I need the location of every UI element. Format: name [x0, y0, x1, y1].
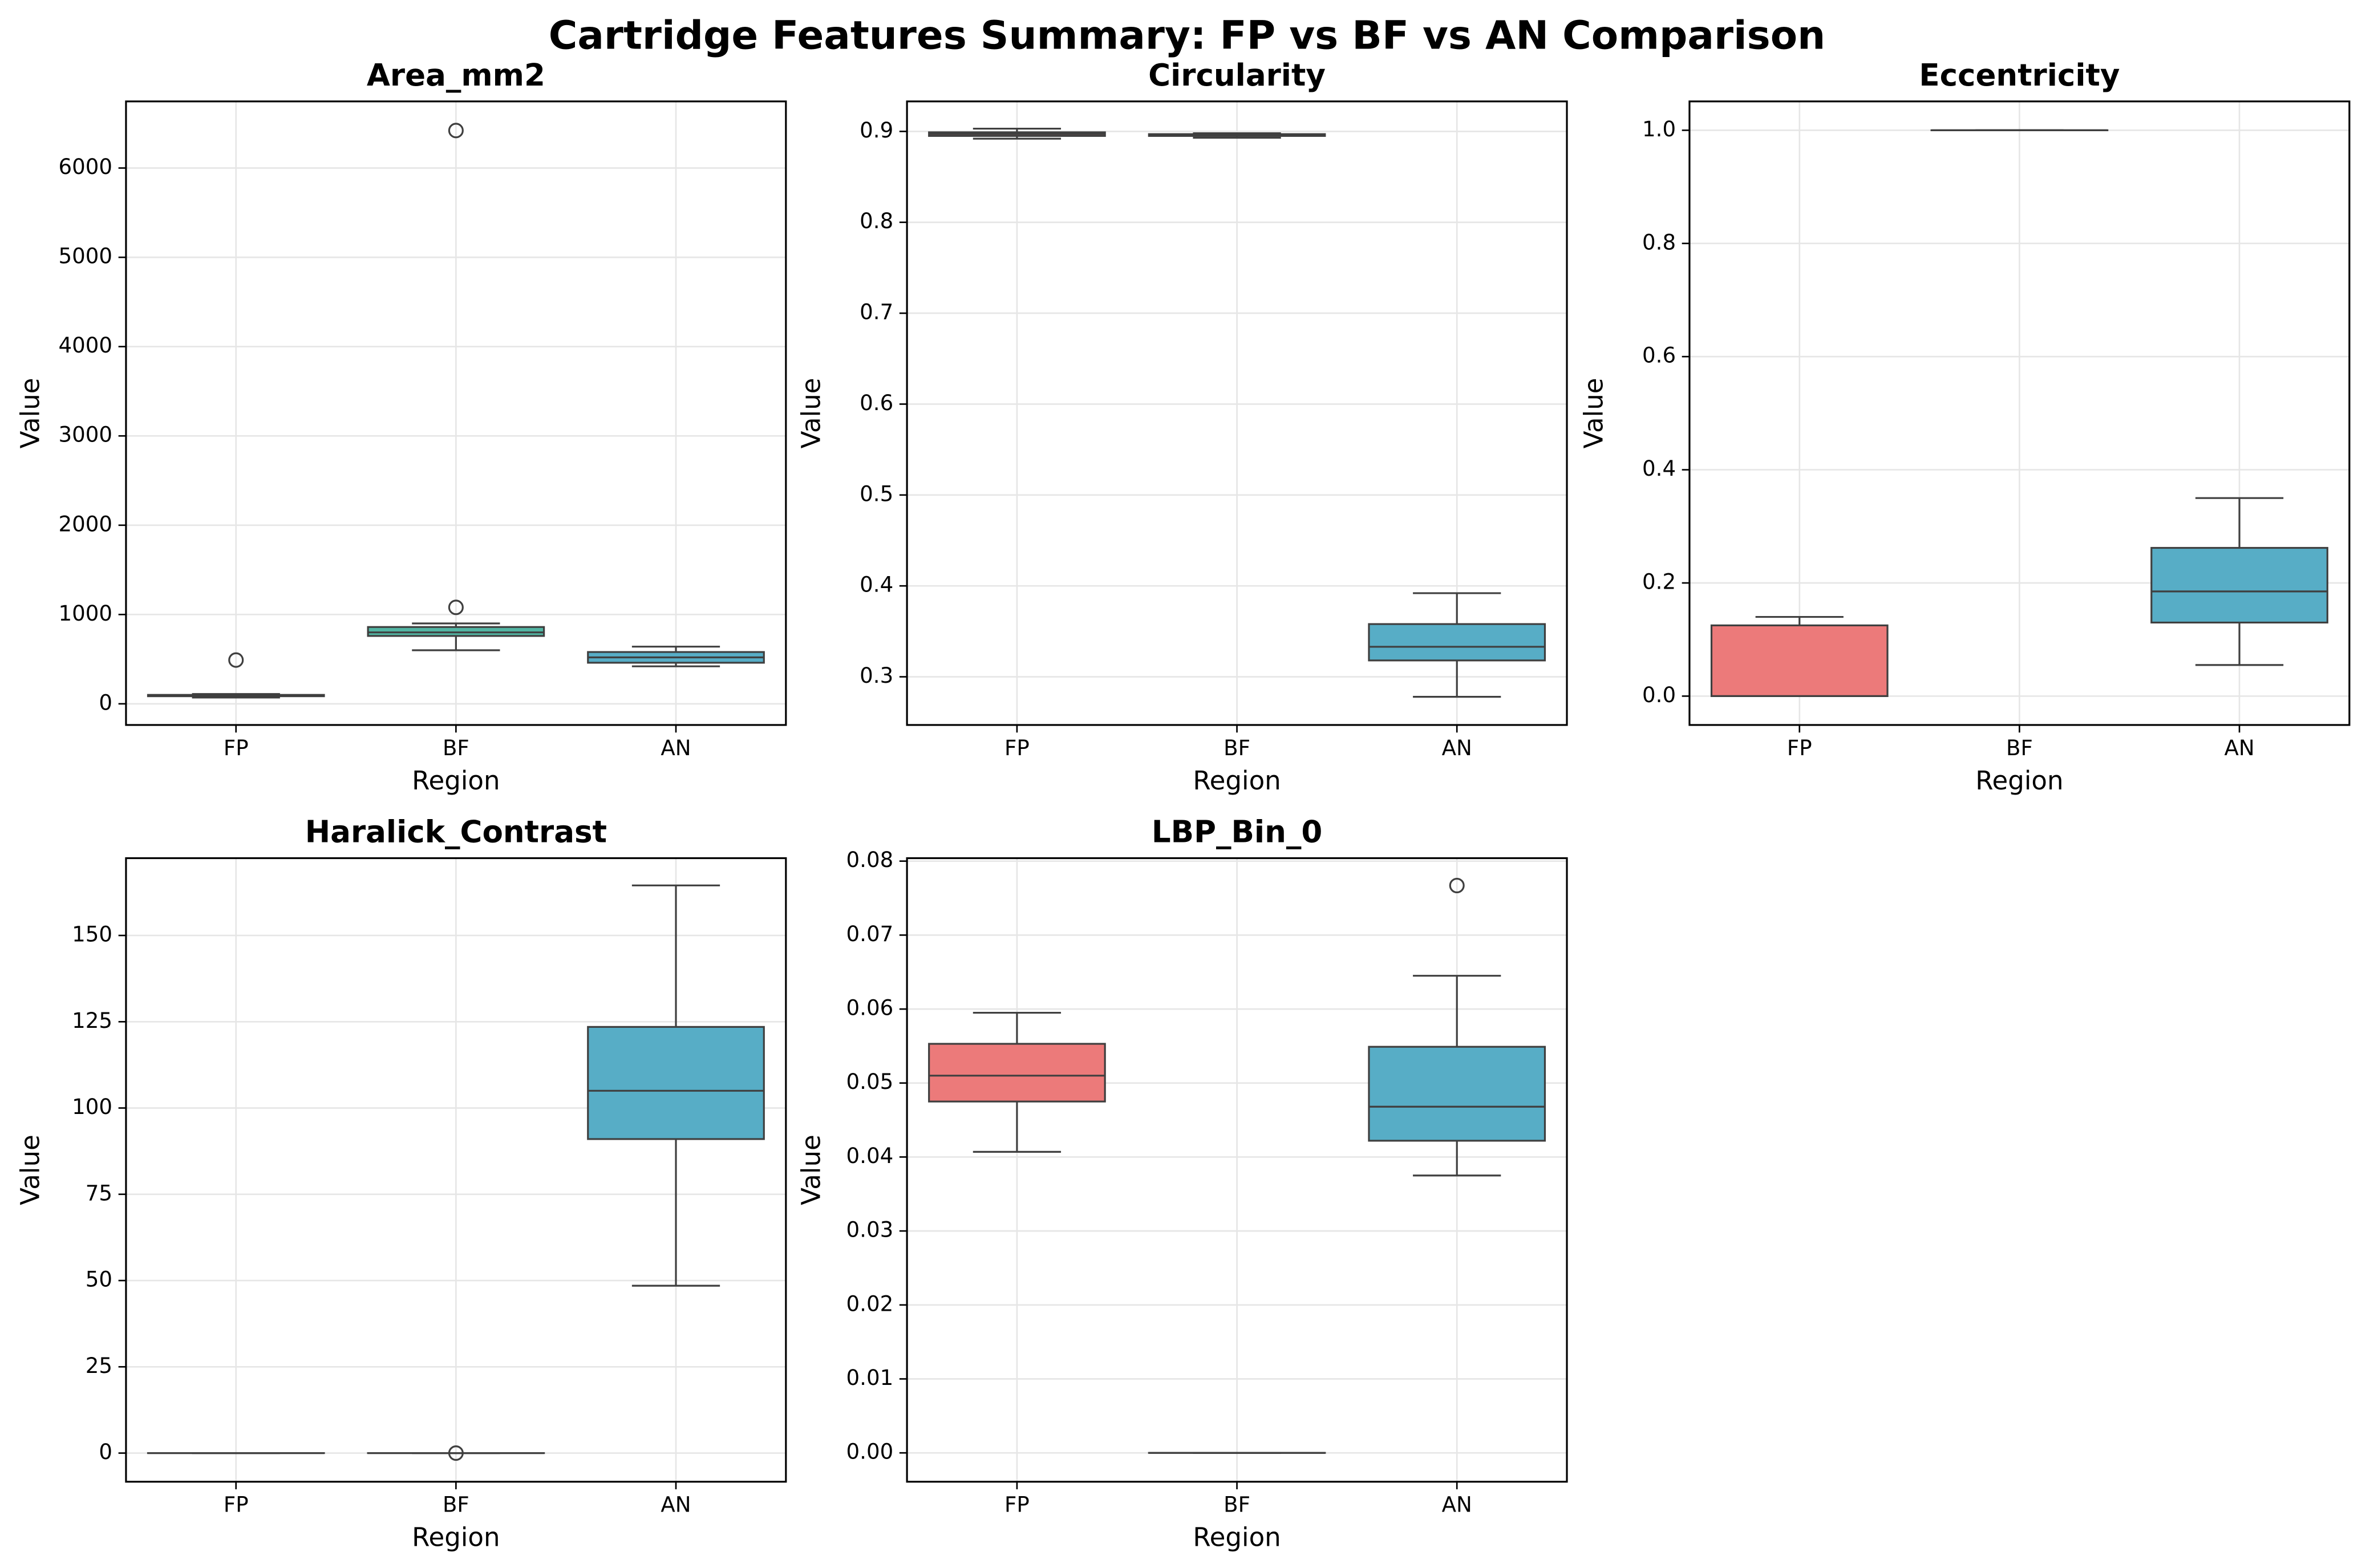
flier: [1449, 877, 1465, 894]
axes-frame: [125, 857, 787, 1483]
y-tick-label: 0.7: [860, 300, 893, 325]
y-tick-label: 0.8: [860, 209, 893, 233]
y-tick-label: 0.04: [846, 1144, 894, 1168]
flier: [448, 599, 464, 615]
y-tick-label: 0.6: [860, 391, 893, 415]
x-tick-label: FP: [224, 1493, 249, 1517]
y-tick-label: 0.5: [860, 481, 893, 506]
x-tick-label: AN: [661, 1493, 691, 1517]
x-tick-label: BF: [2006, 736, 2033, 760]
y-tick-label: 25: [86, 1354, 112, 1378]
y-tick-label: 6000: [59, 155, 112, 179]
box: [1368, 1046, 1546, 1142]
x-tick-label: BF: [443, 736, 469, 760]
y-tick-label: 4000: [59, 333, 112, 358]
x-tick-label: FP: [1004, 1493, 1030, 1517]
y-tick-label: 75: [86, 1181, 112, 1205]
box: [587, 1026, 765, 1140]
subplot-title: Haralick_Contrast: [305, 815, 607, 850]
subplot: 0 25 50 75 100 125 150 FP BF AN Haralick_Contrast R…: [15, 815, 787, 1553]
box: [928, 1043, 1106, 1103]
y-axis-label: Value: [796, 1135, 827, 1205]
y-tick-label: 0: [99, 690, 112, 715]
subplot: 0.00 0.01 0.02 0.03 0.04 0.05 0.06 0.07 0.08 FP BF…: [796, 815, 1568, 1553]
y-tick-label: 0: [99, 1440, 112, 1464]
y-tick-label: 0.08: [846, 848, 894, 872]
y-tick-label: 0.06: [846, 996, 894, 1020]
y-tick-label: 0.0: [1642, 683, 1676, 707]
x-tick-label: AN: [1442, 1493, 1472, 1517]
subplot: 0 1000 2000 3000 4000 5000 6000 FP BF AN Area_mm2 R…: [15, 58, 787, 796]
y-tick-label: 0.9: [860, 118, 893, 143]
y-tick-label: 0.6: [1642, 343, 1676, 368]
x-tick-label: FP: [1004, 736, 1030, 760]
x-axis-label: Region: [412, 1522, 500, 1553]
axes-frame: [906, 100, 1568, 726]
x-axis-label: Region: [1193, 1522, 1281, 1553]
subplot-title: LBP_Bin_0: [1152, 815, 1322, 850]
subplot-title: Area_mm2: [367, 58, 545, 93]
box: [1710, 624, 1889, 698]
y-tick-label: 3000: [59, 423, 112, 447]
y-axis-label: Value: [15, 378, 45, 448]
x-axis-label: Region: [1193, 765, 1281, 796]
box: [1368, 623, 1546, 662]
y-tick-label: 50: [86, 1267, 112, 1292]
y-tick-label: 150: [72, 922, 112, 947]
subplot: 0.0 0.2 0.4 0.6 0.8 1.0 FP BF AN Eccentricity Regi…: [1578, 58, 2351, 796]
x-tick-label: BF: [1224, 1493, 1250, 1517]
x-tick-label: AN: [661, 736, 691, 760]
axes-frame: [125, 100, 787, 726]
axes-frame: [906, 857, 1568, 1483]
y-tick-label: 0.03: [846, 1218, 894, 1242]
y-tick-label: 0.8: [1642, 230, 1676, 254]
y-tick-label: 0.07: [846, 922, 894, 946]
y-tick-label: 0.05: [846, 1069, 894, 1094]
y-tick-label: 0.01: [846, 1366, 894, 1390]
y-tick-label: 0.00: [846, 1440, 894, 1464]
y-tick-label: 1000: [59, 601, 112, 626]
x-axis-label: Region: [412, 765, 500, 796]
x-tick-label: AN: [2224, 736, 2254, 760]
x-tick-label: AN: [1442, 736, 1472, 760]
y-tick-label: 0.4: [860, 573, 893, 597]
subplot-title: Circularity: [1148, 58, 1326, 93]
x-tick-label: BF: [443, 1493, 469, 1517]
subplot: 0.3 0.4 0.5 0.6 0.7 0.8 0.9 FP BF AN Circularity Re…: [796, 58, 1568, 796]
y-tick-label: 5000: [59, 244, 112, 269]
subplot-title: Eccentricity: [1919, 58, 2120, 93]
x-axis-label: Region: [1975, 765, 2063, 796]
x-tick-label: FP: [224, 736, 249, 760]
y-tick-label: 0.2: [1642, 570, 1676, 594]
y-axis-label: Value: [1578, 378, 1609, 448]
box: [2150, 546, 2328, 624]
figure-title: Cartridge Features Summary: FP vs BF vs …: [549, 13, 1825, 58]
y-axis-label: Value: [15, 1135, 45, 1205]
y-tick-label: 1.0: [1642, 117, 1676, 141]
y-tick-label: 0.02: [846, 1291, 894, 1316]
y-tick-label: 2000: [59, 512, 112, 536]
y-tick-label: 125: [72, 1008, 112, 1033]
flier: [448, 123, 464, 139]
y-tick-label: 0.3: [860, 663, 893, 688]
y-tick-label: 100: [72, 1095, 112, 1119]
y-tick-label: 0.4: [1642, 456, 1676, 481]
axes-frame: [1688, 100, 2351, 726]
flier: [228, 652, 244, 668]
flier: [448, 1445, 464, 1461]
x-tick-label: BF: [1224, 736, 1250, 760]
y-axis-label: Value: [796, 378, 827, 448]
x-tick-label: FP: [1787, 736, 1812, 760]
